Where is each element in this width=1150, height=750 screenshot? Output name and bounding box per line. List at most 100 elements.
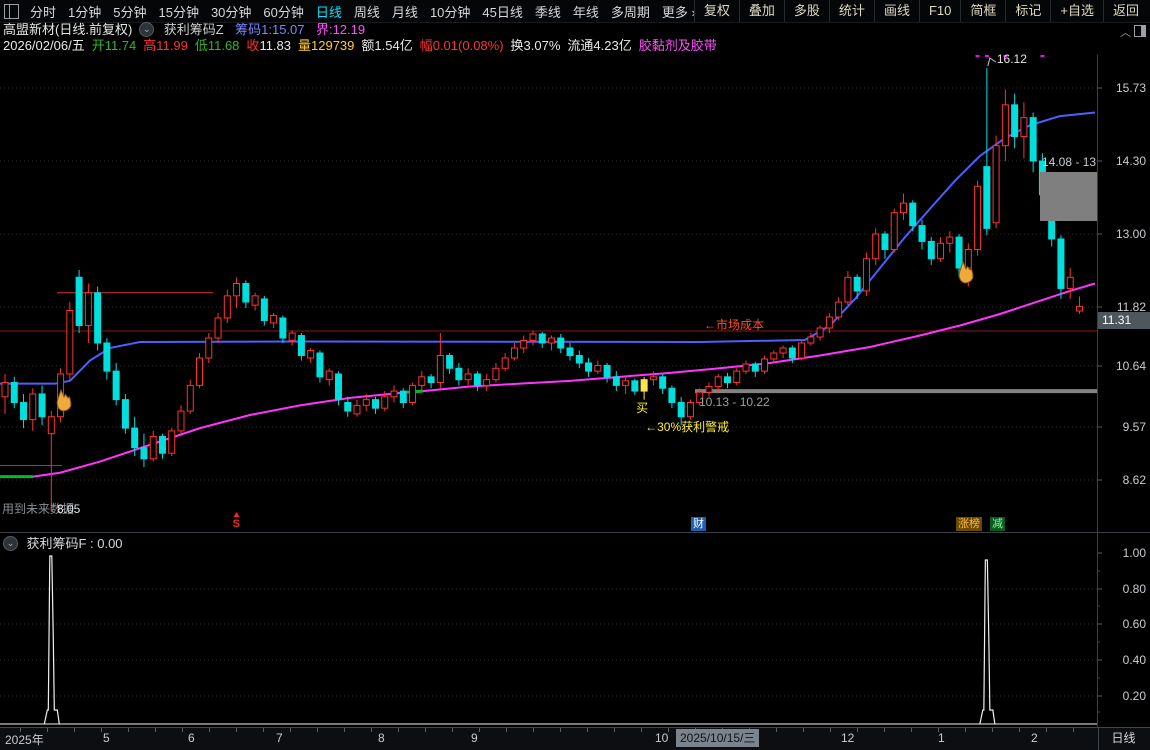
minor-tick	[209, 728, 210, 732]
event-badge-财[interactable]: 财	[691, 517, 706, 531]
minor-tick	[263, 728, 264, 732]
candle	[761, 358, 769, 372]
period-tab-季线[interactable]: 季线	[534, 4, 561, 20]
candle	[353, 404, 361, 415]
candle	[418, 376, 426, 386]
magenta-dot-marker	[975, 55, 980, 57]
period-tab-月线[interactable]: 月线	[391, 4, 418, 20]
candle	[260, 298, 268, 322]
period-tab-年线[interactable]: 年线	[572, 4, 599, 20]
candle	[566, 347, 574, 356]
indicator-title[interactable]: 获利筹码F : 0.00	[26, 536, 123, 551]
minor-tick	[857, 728, 858, 732]
event-badge-减[interactable]: 减	[990, 517, 1005, 531]
candle	[955, 236, 963, 269]
tool-button-统计[interactable]: 统计	[828, 0, 874, 22]
tool-button-F10[interactable]: F10	[918, 0, 960, 22]
candle	[510, 347, 518, 359]
tool-button-多股[interactable]: 多股	[783, 0, 829, 22]
candle	[84, 292, 92, 326]
panel-divider[interactable]	[0, 532, 1150, 533]
boundary-line-magenta	[0, 282, 1096, 478]
candle	[612, 376, 620, 386]
candle	[288, 332, 296, 341]
minor-tick	[398, 728, 399, 732]
candle	[1075, 305, 1083, 312]
quote-field: 2026/02/06/五	[3, 38, 85, 53]
event-badge-涨榜[interactable]: 涨榜	[956, 517, 982, 531]
candle	[751, 363, 759, 372]
candle	[112, 370, 120, 401]
candle	[390, 390, 398, 398]
hand-cursor-icon	[56, 388, 72, 412]
indicator-canvas[interactable]	[0, 533, 1150, 727]
period-tab-周线[interactable]: 周线	[353, 4, 380, 20]
chevron-circle-icon[interactable]: ⌄	[139, 22, 155, 38]
quote-field: 换3.07%	[510, 38, 561, 53]
candle	[436, 355, 444, 384]
candle	[686, 401, 694, 418]
chevron-circle-icon[interactable]: ⌄	[3, 536, 18, 552]
collapse-icon[interactable]: ︿	[1120, 27, 1131, 39]
panel-icon[interactable]	[1134, 25, 1146, 37]
period-tab-30分钟[interactable]: 30分钟	[210, 4, 252, 20]
gray-rectangle-drawing[interactable]	[1040, 172, 1097, 221]
period-label[interactable]: 日线	[1111, 731, 1136, 745]
main-chart-canvas[interactable]	[0, 55, 1150, 532]
period-tab-日线[interactable]: 日线	[315, 4, 342, 20]
candle	[918, 225, 926, 242]
period-tab-15分钟[interactable]: 15分钟	[158, 4, 199, 20]
minor-tick	[47, 728, 48, 732]
minor-tick	[992, 728, 993, 732]
tool-button-画线[interactable]: 画线	[873, 0, 919, 22]
candle	[622, 380, 630, 386]
tool-button-+自选[interactable]: +自选	[1050, 0, 1103, 22]
candle	[270, 315, 278, 324]
period-tab-5分钟[interactable]: 5分钟	[113, 4, 147, 20]
minor-tick	[884, 728, 885, 732]
period-tab-分时[interactable]: 分时	[30, 4, 57, 20]
period-tab-多周期[interactable]: 多周期	[610, 4, 650, 20]
tool-button-叠加[interactable]: 叠加	[738, 0, 784, 22]
minor-tick	[20, 728, 21, 732]
candle	[946, 236, 954, 244]
window-split-icon[interactable]	[4, 4, 19, 19]
candle	[1011, 104, 1019, 137]
candle	[705, 386, 713, 393]
indicator-name[interactable]: 获利筹码Z	[163, 22, 224, 37]
candle	[770, 352, 778, 360]
period-tab-1分钟[interactable]: 1分钟	[68, 4, 102, 20]
candle	[677, 401, 685, 418]
candle	[714, 376, 722, 388]
minor-tick	[614, 728, 615, 732]
period-tab-10分钟[interactable]: 10分钟	[429, 4, 471, 20]
price-tick-label: 15.73	[1115, 81, 1146, 95]
quote-field: 开11.74	[91, 38, 137, 53]
tool-button-标记[interactable]: 标记	[1005, 0, 1050, 22]
candle	[121, 399, 129, 429]
tool-button-简框[interactable]: 简框	[960, 0, 1005, 22]
minor-tick	[803, 728, 804, 732]
candle	[733, 370, 741, 384]
period-tab-60分钟[interactable]: 60分钟	[263, 4, 304, 20]
indicator-header: ⌄ 获利筹码F : 0.00	[3, 535, 130, 552]
indicator-spike	[979, 559, 996, 725]
candle	[409, 384, 417, 403]
minor-tick	[776, 728, 777, 732]
candle	[872, 233, 880, 260]
tool-button-复权[interactable]: 复权	[693, 0, 739, 22]
candle	[557, 337, 565, 349]
candle	[464, 373, 472, 381]
minor-tick	[587, 728, 588, 732]
period-tab-45日线[interactable]: 45日线	[482, 4, 523, 20]
tool-button-返回[interactable]: 返回	[1102, 0, 1148, 22]
candle	[344, 401, 352, 412]
price-tick-label: 11.82	[1116, 300, 1146, 314]
candle	[94, 292, 102, 344]
candle	[899, 202, 907, 214]
candle	[158, 435, 166, 454]
quote-field: 收	[246, 38, 260, 53]
minor-tick	[1046, 728, 1047, 732]
candle	[10, 382, 18, 403]
period-tab-更多 ›[interactable]: 更多 ›	[661, 4, 696, 20]
